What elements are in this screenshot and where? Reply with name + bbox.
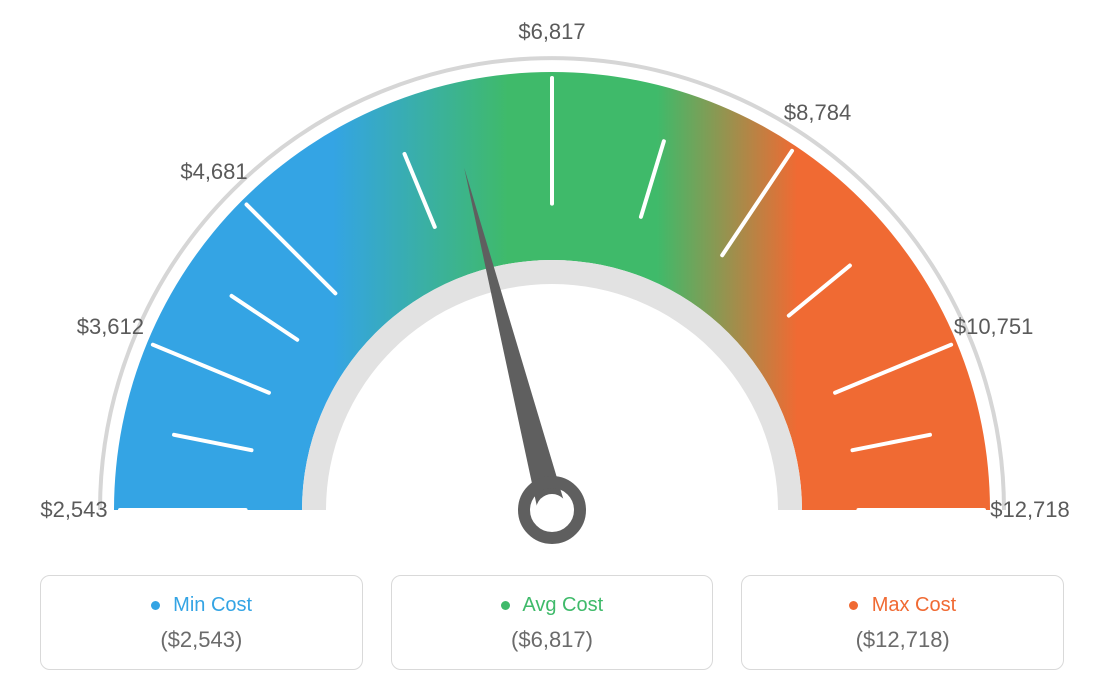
legend-row: Min Cost ($2,543) Avg Cost ($6,817) Max … [40, 575, 1064, 670]
legend-card-min: Min Cost ($2,543) [40, 575, 363, 670]
legend-dot-avg [501, 601, 510, 610]
legend-title-avg: Avg Cost [392, 594, 713, 617]
legend-title-avg-text: Avg Cost [522, 594, 603, 616]
legend-card-max: Max Cost ($12,718) [741, 575, 1064, 670]
legend-value-max: ($12,718) [742, 627, 1063, 653]
legend-dot-max [849, 601, 858, 610]
gauge-tick-label: $3,612 [77, 314, 144, 340]
gauge-tick-label: $10,751 [954, 314, 1034, 340]
gauge-svg [0, 0, 1104, 560]
legend-title-max: Max Cost [742, 594, 1063, 617]
gauge-chart-container: $2,543 $3,612 $4,681 $6,817 $8,784 $10,751 $12… [0, 0, 1104, 690]
legend-title-min: Min Cost [41, 594, 362, 617]
legend-value-min: ($2,543) [41, 627, 362, 653]
gauge-area: $2,543 $3,612 $4,681 $6,817 $8,784 $10,751 $12… [0, 0, 1104, 560]
gauge-tick-label: $8,784 [784, 100, 851, 126]
gauge-tick-label: $6,817 [518, 19, 585, 45]
legend-card-avg: Avg Cost ($6,817) [391, 575, 714, 670]
legend-value-avg: ($6,817) [392, 627, 713, 653]
legend-title-min-text: Min Cost [173, 594, 252, 616]
gauge-tick-label: $2,543 [40, 497, 107, 523]
legend-dot-min [151, 601, 160, 610]
legend-title-max-text: Max Cost [872, 594, 956, 616]
gauge-tick-label: $12,718 [990, 497, 1070, 523]
gauge-tick-label: $4,681 [180, 159, 247, 185]
